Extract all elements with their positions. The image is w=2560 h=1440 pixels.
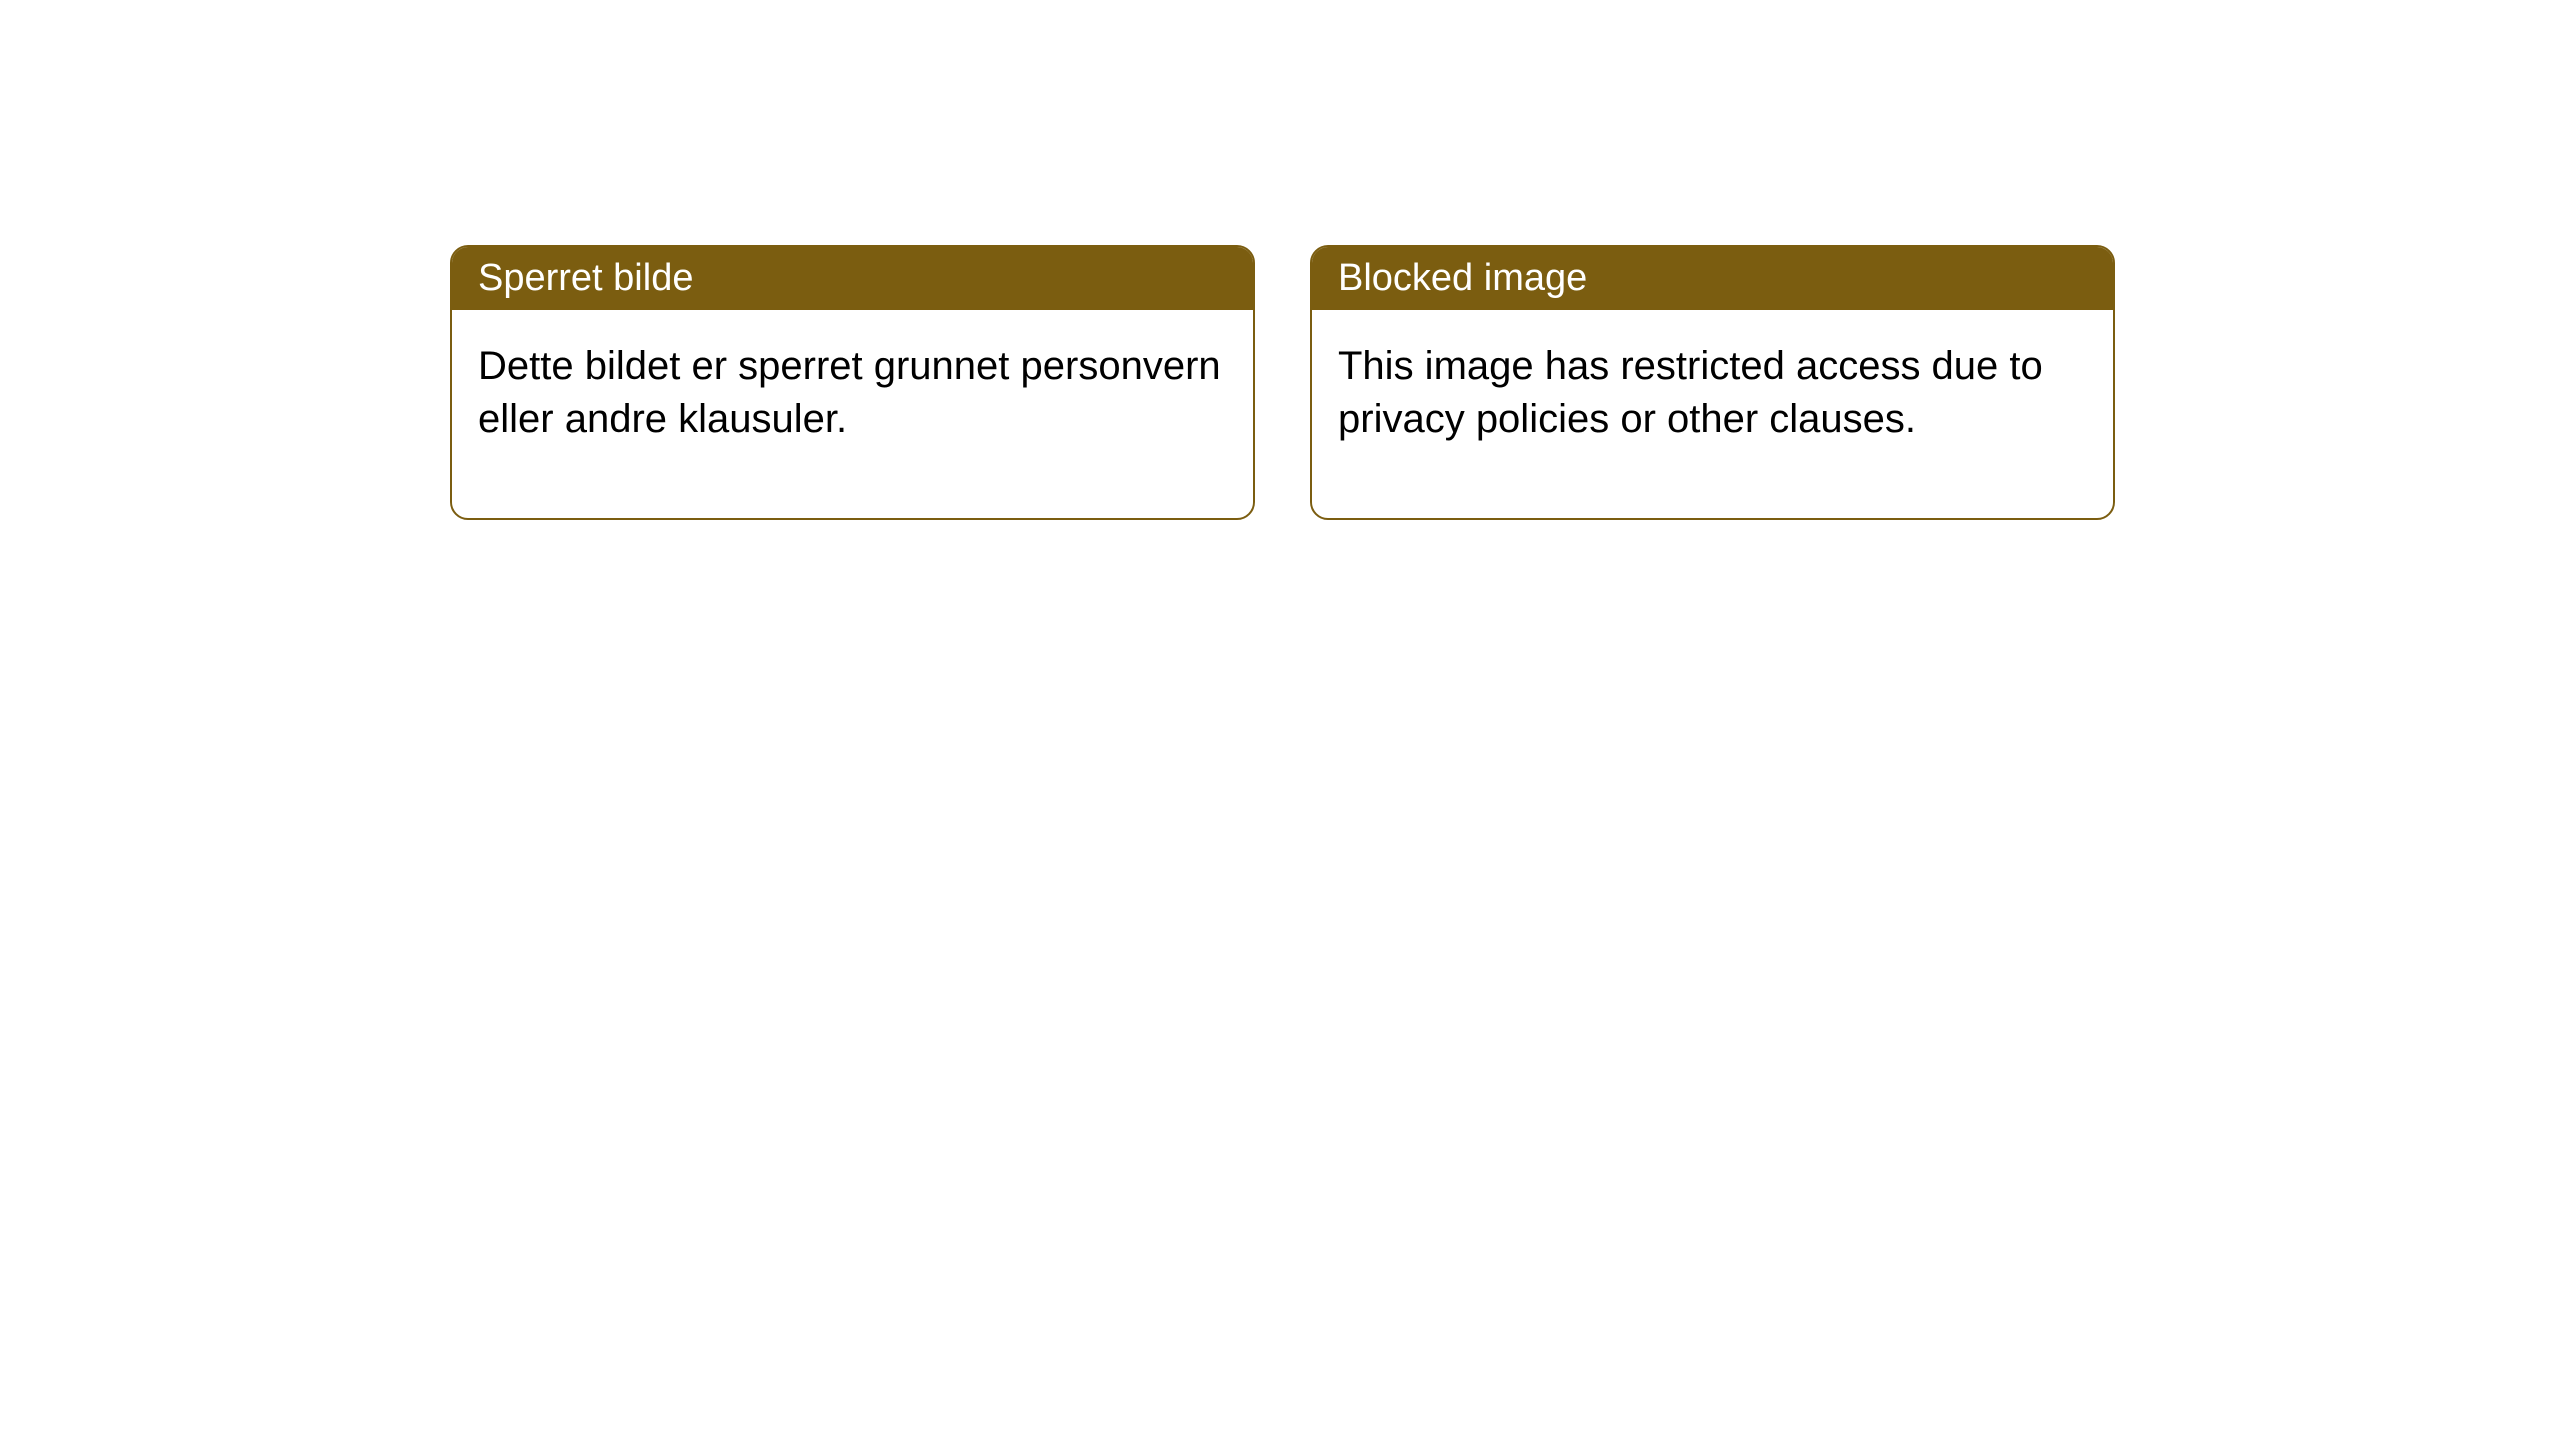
notice-header: Sperret bilde — [452, 247, 1253, 310]
notice-body: Dette bildet er sperret grunnet personve… — [452, 310, 1253, 518]
notice-card-norwegian: Sperret bilde Dette bildet er sperret gr… — [450, 245, 1255, 520]
notice-header: Blocked image — [1312, 247, 2113, 310]
notice-title: Blocked image — [1338, 257, 1587, 299]
notice-card-english: Blocked image This image has restricted … — [1310, 245, 2115, 520]
notice-body: This image has restricted access due to … — [1312, 310, 2113, 518]
notice-body-text: This image has restricted access due to … — [1338, 344, 2043, 441]
notice-title: Sperret bilde — [478, 257, 693, 299]
notice-body-text: Dette bildet er sperret grunnet personve… — [478, 344, 1221, 441]
notice-container: Sperret bilde Dette bildet er sperret gr… — [0, 0, 2560, 520]
